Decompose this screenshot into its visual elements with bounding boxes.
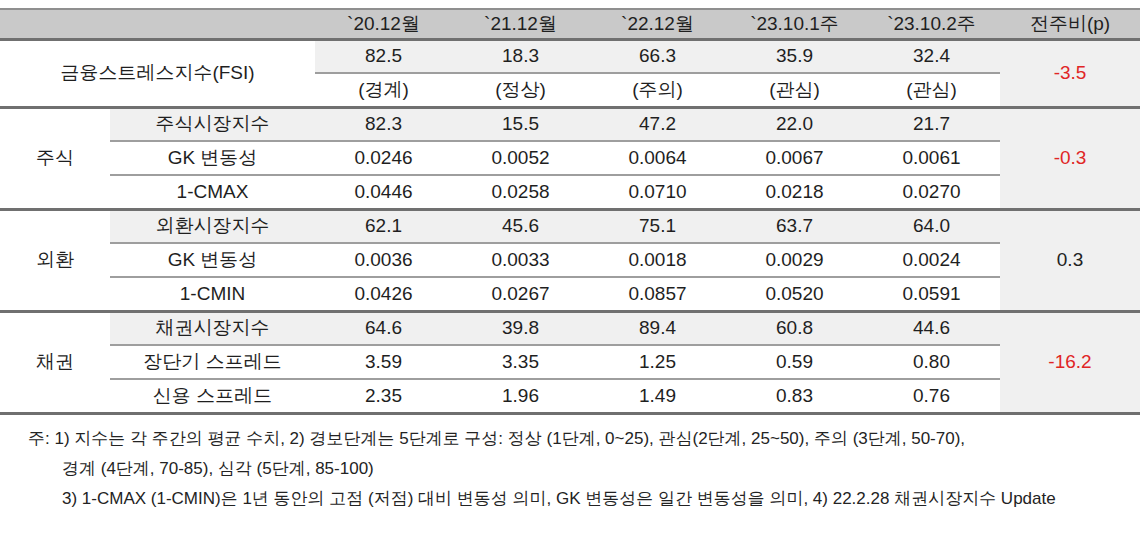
cell-value: 63.7 [726, 209, 863, 243]
cell-value: 0.0024 [863, 243, 1000, 277]
cell-value: 64.6 [315, 311, 452, 345]
cell-value: 0.0064 [589, 141, 726, 175]
cell-value: 0.80 [863, 345, 1000, 379]
bond-change-value: -16.2 [1000, 311, 1140, 413]
cell-value: 0.0591 [863, 277, 1000, 311]
cell-value: 0.59 [726, 345, 863, 379]
stock-cmax-row: 1-CMAX 0.0446 0.0258 0.0710 0.0218 0.027… [0, 175, 1140, 209]
cell-value: 89.4 [589, 311, 726, 345]
row-label: 신용 스프레드 [110, 379, 315, 413]
fsi-value: 66.3 [589, 39, 726, 73]
header-col-2212: `22.12월 [589, 9, 726, 39]
fx-change-value: 0.3 [1000, 209, 1140, 311]
bond-credit-spread-row: 신용 스프레드 2.35 1.96 1.49 0.83 0.76 [0, 379, 1140, 413]
cell-value: 75.1 [589, 209, 726, 243]
category-stock: 주식 [0, 107, 110, 209]
header-col-2112: `21.12월 [452, 9, 589, 39]
cell-value: 0.0446 [315, 175, 452, 209]
footnotes: 주: 1) 지수는 각 주간의 평균 수치, 2) 경보단계는 5단계로 구성:… [0, 424, 1140, 514]
fsi-value: 32.4 [863, 39, 1000, 73]
fx-gk-row: GK 변동성 0.0036 0.0033 0.0018 0.0029 0.002… [0, 243, 1140, 277]
row-label: GK 변동성 [110, 141, 315, 175]
footnote-line-2: 경계 (4단계, 70-85), 심각 (5단계, 85-100) [0, 454, 1140, 484]
stock-index-row: 주식 주식시장지수 82.3 15.5 47.2 22.0 21.7 -0.3 [0, 107, 1140, 141]
cell-value: 0.0426 [315, 277, 452, 311]
cell-value: 0.0710 [589, 175, 726, 209]
cell-value: 0.0029 [726, 243, 863, 277]
cell-value: 0.0218 [726, 175, 863, 209]
cell-value: 0.0267 [452, 277, 589, 311]
cell-value: 39.8 [452, 311, 589, 345]
fsi-status: (주의) [589, 73, 726, 107]
cell-value: 1.96 [452, 379, 589, 413]
footnote-line-3: 3) 1-CMAX (1-CMIN)은 1년 동안의 고점 (저점) 대비 변동… [0, 484, 1140, 514]
cell-value: 82.3 [315, 107, 452, 141]
cell-value: 1.25 [589, 345, 726, 379]
cell-value: 60.8 [726, 311, 863, 345]
stock-gk-row: GK 변동성 0.0246 0.0052 0.0064 0.0067 0.006… [0, 141, 1140, 175]
cell-value: 3.35 [452, 345, 589, 379]
cell-value: 0.76 [863, 379, 1000, 413]
fx-cmin-row: 1-CMIN 0.0426 0.0267 0.0857 0.0520 0.059… [0, 277, 1140, 311]
header-col-2310w1: `23.10.1주 [726, 9, 863, 39]
cell-value: 1.49 [589, 379, 726, 413]
cell-value: 64.0 [863, 209, 1000, 243]
cell-value: 0.0018 [589, 243, 726, 277]
cell-value: 2.35 [315, 379, 452, 413]
row-label: 채권시장지수 [110, 311, 315, 345]
cell-value: 15.5 [452, 107, 589, 141]
cell-value: 0.0520 [726, 277, 863, 311]
fsi-status: (경계) [315, 73, 452, 107]
bond-term-spread-row: 장단기 스프레드 3.59 3.35 1.25 0.59 0.80 [0, 345, 1140, 379]
cell-value: 0.0857 [589, 277, 726, 311]
cell-value: 0.0246 [315, 141, 452, 175]
cell-value: 0.0258 [452, 175, 589, 209]
cell-value: 0.0061 [863, 141, 1000, 175]
fsi-table: `20.12월 `21.12월 `22.12월 `23.10.1주 `23.10… [0, 8, 1140, 415]
row-label: GK 변동성 [110, 243, 315, 277]
cell-value: 3.59 [315, 345, 452, 379]
cell-value: 0.0033 [452, 243, 589, 277]
header-empty-cell [0, 9, 315, 39]
fsi-status: (관심) [726, 73, 863, 107]
table-header-row: `20.12월 `21.12월 `22.12월 `23.10.1주 `23.10… [0, 9, 1140, 39]
fsi-change-value: -3.5 [1000, 39, 1140, 107]
stock-change-value: -0.3 [1000, 107, 1140, 209]
row-label: 1-CMAX [110, 175, 315, 209]
header-col-2012: `20.12월 [315, 9, 452, 39]
fsi-value: 82.5 [315, 39, 452, 73]
header-col-change: 전주비(p) [1000, 9, 1140, 39]
fsi-value: 35.9 [726, 39, 863, 73]
footnote-line-1: 주: 1) 지수는 각 주간의 평균 수치, 2) 경보단계는 5단계로 구성:… [0, 424, 1140, 454]
cell-value: 47.2 [589, 107, 726, 141]
cell-value: 0.0270 [863, 175, 1000, 209]
category-bond: 채권 [0, 311, 110, 413]
cell-value: 44.6 [863, 311, 1000, 345]
fsi-label: 금융스트레스지수(FSI) [0, 39, 315, 107]
cell-value: 62.1 [315, 209, 452, 243]
row-label: 외환시장지수 [110, 209, 315, 243]
fsi-status: (관심) [863, 73, 1000, 107]
fsi-status: (정상) [452, 73, 589, 107]
fsi-value: 18.3 [452, 39, 589, 73]
category-fx: 외환 [0, 209, 110, 311]
cell-value: 0.0036 [315, 243, 452, 277]
cell-value: 0.0052 [452, 141, 589, 175]
fsi-values-row: 금융스트레스지수(FSI) 82.5 18.3 66.3 35.9 32.4 -… [0, 39, 1140, 73]
cell-value: 45.6 [452, 209, 589, 243]
fx-index-row: 외환 외환시장지수 62.1 45.6 75.1 63.7 64.0 0.3 [0, 209, 1140, 243]
cell-value: 0.83 [726, 379, 863, 413]
row-label: 1-CMIN [110, 277, 315, 311]
header-col-2310w2: `23.10.2주 [863, 9, 1000, 39]
cell-value: 21.7 [863, 107, 1000, 141]
row-label: 주식시장지수 [110, 107, 315, 141]
bond-index-row: 채권 채권시장지수 64.6 39.8 89.4 60.8 44.6 -16.2 [0, 311, 1140, 345]
row-label: 장단기 스프레드 [110, 345, 315, 379]
cell-value: 22.0 [726, 107, 863, 141]
cell-value: 0.0067 [726, 141, 863, 175]
